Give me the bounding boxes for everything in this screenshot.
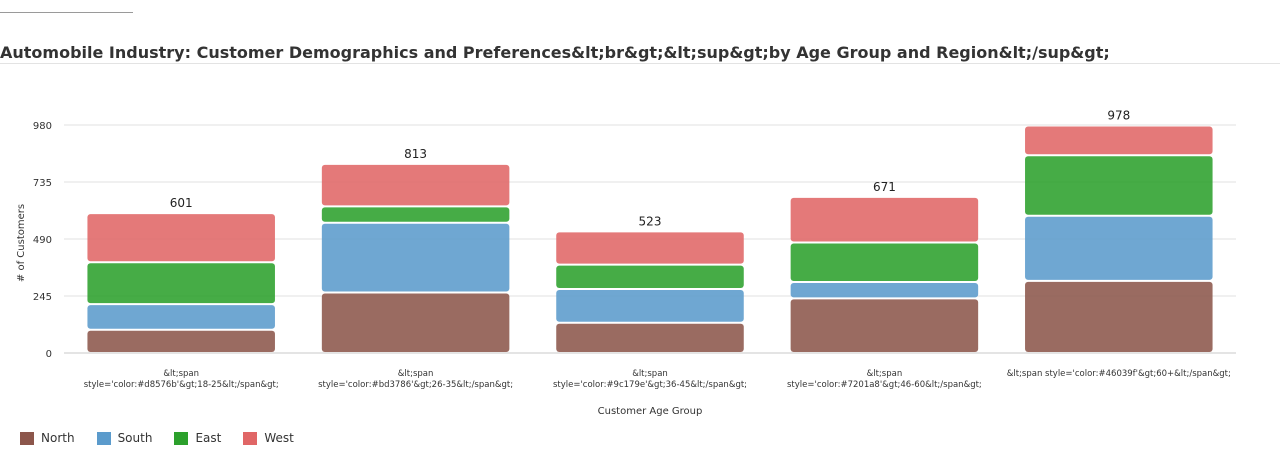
bar-segment-north[interactable]: [1025, 281, 1213, 352]
legend-swatch: [96, 431, 111, 445]
bar-segment-west[interactable]: [790, 197, 979, 242]
bar-segment-north[interactable]: [321, 293, 510, 352]
legend: North South East West: [20, 431, 294, 445]
bar-segment-north[interactable]: [87, 330, 275, 352]
bar-segment-north[interactable]: [556, 323, 744, 352]
y-axis-ticks: 0 245 490 735 980: [33, 121, 52, 360]
y-tick-label: 245: [33, 292, 52, 303]
x-tick-label: &lt;span style='color:#bd3786'&gt;26-35&l…: [318, 369, 513, 390]
chart-title: Automobile Industry: Customer Demographi…: [0, 43, 1110, 62]
legend-label: North: [41, 431, 75, 445]
legend-label: East: [195, 431, 222, 445]
y-tick-label: 980: [33, 121, 52, 132]
total-label: 671: [873, 180, 896, 194]
bar-segment-west[interactable]: [321, 164, 510, 206]
legend-item-south[interactable]: South: [96, 431, 153, 445]
total-label: 601: [170, 196, 193, 210]
x-tick-label: &lt;span style='color:#d8576b'&gt;18-25&l…: [84, 369, 279, 390]
y-tick-label: 735: [33, 178, 52, 189]
bar-segment-south[interactable]: [1025, 216, 1213, 280]
bar-segment-north[interactable]: [790, 299, 979, 352]
legend-swatch: [174, 431, 189, 445]
legend-label: West: [264, 431, 294, 445]
y-tick-label: 490: [33, 235, 52, 246]
bar-segment-south[interactable]: [321, 223, 510, 292]
total-labels: 601 813 523 671 978: [170, 108, 1131, 228]
bar-segment-east[interactable]: [556, 265, 744, 289]
x-tick-label: &lt;span style='color:#9c179e'&gt;36-45&l…: [553, 369, 747, 390]
bar-segment-east[interactable]: [321, 207, 510, 222]
bar-segment-west[interactable]: [1025, 126, 1213, 155]
bar-segment-west[interactable]: [87, 214, 275, 262]
x-axis-label: Customer Age Group: [598, 406, 703, 417]
legend-item-north[interactable]: North: [20, 431, 75, 445]
legend-swatch: [243, 431, 258, 445]
total-label: 978: [1107, 108, 1130, 122]
x-axis-ticks: &lt;span style='color:#d8576b'&gt;18-25&l…: [84, 369, 1231, 390]
bar-segment-east[interactable]: [1025, 156, 1213, 215]
bar-segment-east[interactable]: [87, 263, 275, 304]
total-label: 523: [639, 214, 662, 228]
bar-segment-south[interactable]: [87, 305, 275, 329]
bar-segment-south[interactable]: [790, 283, 979, 298]
legend-label: South: [117, 431, 153, 445]
title-divider: [0, 63, 1280, 64]
y-axis-label: # of Customers: [16, 204, 27, 282]
bar-segment-east[interactable]: [790, 243, 979, 282]
bar-segment-south[interactable]: [556, 290, 744, 322]
top-rule: [0, 12, 133, 13]
total-label: 813: [404, 147, 427, 161]
y-tick-label: 0: [46, 349, 52, 360]
legend-item-west[interactable]: West: [243, 431, 294, 445]
bar-segment-west[interactable]: [556, 232, 744, 264]
legend-swatch: [20, 431, 34, 445]
bar-stacks: [87, 126, 1213, 352]
x-tick-label: &lt;span style='color:#7201a8'&gt;46-60&l…: [787, 369, 982, 390]
legend-item-east[interactable]: East: [174, 431, 221, 445]
x-tick-label: &lt;span style='color:#46039f'&gt;60+&lt…: [1007, 369, 1231, 379]
